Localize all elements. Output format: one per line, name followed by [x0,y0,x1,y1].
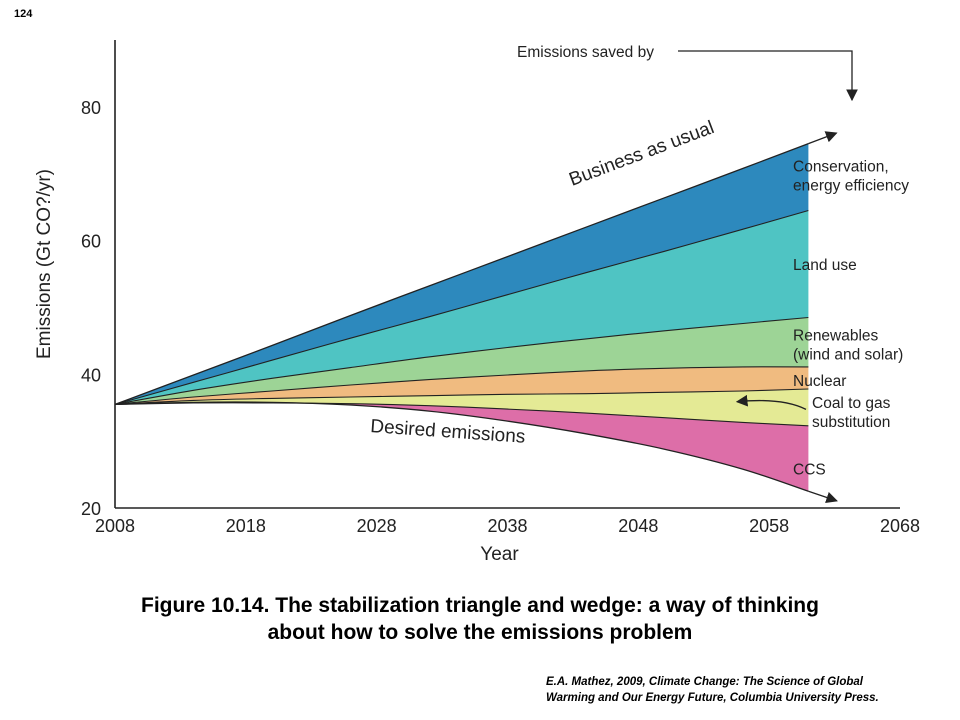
wedge-boundary-line [114,366,809,405]
business-as-usual-curve [114,142,809,406]
wedge-nuclear [115,366,809,405]
caption-line-1: Figure 10.14. The stabilization triangle… [141,594,819,617]
coal-to-gas-arrow [735,394,807,410]
label-layer: 2008 2018 2028 2038 2048 2058 2068 20 40 60 80 Year… [34,98,920,565]
wedge-label-ccs: CCS [793,462,826,479]
x-tick-label-2048: 2048 [618,516,658,536]
y-tick-label-40: 40 [81,365,101,385]
source-citation: E.A. Mathez, 2009, Climate Change: The S… [546,674,956,706]
desired-emissions-curve [114,401,809,492]
wedge-boundary-line [114,402,809,427]
x-axis-title: Year [480,544,519,565]
wedge-label-renewables-line-1: Renewables [793,328,879,345]
x-tick-label-2038: 2038 [487,516,527,536]
x-tick-label-2058: 2058 [749,516,789,536]
wedge-label-conservation-line-1: Conservation, [793,159,889,176]
y-axis-title: Emissions (Gt CO?/yr) [34,169,55,359]
x-tick-label-2018: 2018 [226,516,266,536]
wedge-renewables [115,317,809,405]
citation-line-2: Warming and Our Energy Future, Columbia … [546,692,879,704]
emissions-saved-by-label: Emissions saved by [517,44,654,61]
x-tick-label-2008: 2008 [95,516,135,536]
stabilization-wedge-chart: 2008 2018 2028 2038 2048 2058 2068 20 40 60 80 Year… [34,40,920,565]
wedge-label-coal-to-gas-line-1: Coal to gas [812,395,891,412]
emissions-saved-by-arrow [678,50,858,102]
business-as-usual-arrow [808,131,838,145]
wedge-label-nuclear: Nuclear [793,373,846,390]
axis-layer [114,40,900,509]
wedge-label-land-use: Land use [793,257,857,274]
wedge-label-renewables-line-2: (wind and solar) [793,347,903,364]
desired-emissions-arrow [808,490,838,504]
y-tick-label-60: 60 [81,232,101,252]
wedge-label-coal-to-gas-line-2: substitution [812,414,890,431]
y-tick-label-80: 80 [81,98,101,118]
citation-line-1: E.A. Mathez, 2009, Climate Change: The S… [546,676,863,688]
wedge-boundary-line [114,316,809,405]
wedge-boundary-line [114,388,809,405]
wedge-ccs [115,402,809,492]
wedge-label-conservation-line-2: energy efficiency [793,178,909,195]
figure-caption: Figure 10.14. The stabilization triangle… [40,592,920,646]
page-number: 124 [14,8,33,20]
x-tick-label-2068: 2068 [880,516,920,536]
caption-line-2: about how to solve the emissions problem [267,621,693,644]
business-as-usual-label: Business as usual [566,117,717,191]
x-tick-label-2028: 2028 [357,516,397,536]
wedge-boundary-line [114,209,809,405]
y-tick-label-20: 20 [81,499,101,519]
curve-layer [114,131,838,504]
